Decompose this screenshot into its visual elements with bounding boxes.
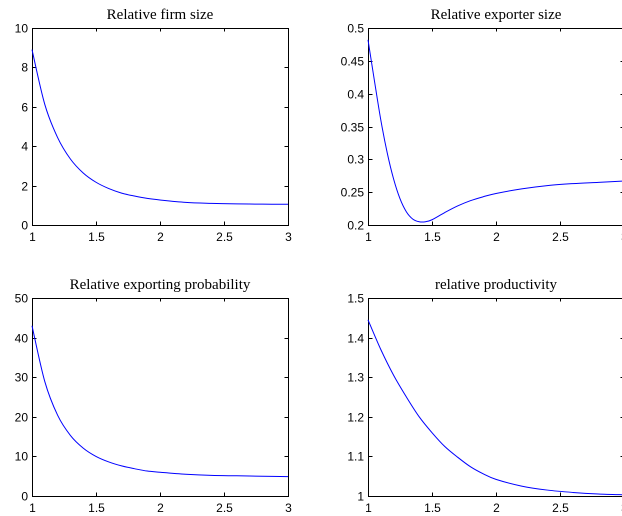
series-line-1 — [31, 325, 289, 478]
axes-frame — [32, 28, 289, 226]
x-tick-label: 1.5 — [88, 501, 105, 515]
x-tick-label: 2.5 — [552, 501, 569, 515]
y-tick-label: 1.4 — [347, 332, 364, 346]
x-tick-label: 1.5 — [424, 230, 441, 244]
series-line-1 — [367, 319, 622, 496]
axes-frame — [368, 28, 622, 226]
x-tick-label: 3 — [285, 501, 292, 515]
series-line-1 — [31, 49, 289, 205]
y-tick-label: 0.5 — [347, 22, 364, 36]
chart-title: Relative exporting probability — [70, 277, 251, 293]
x-tick-label: 2.5 — [552, 230, 569, 244]
x-tick-label: 2 — [157, 501, 164, 515]
y-tick-label: 10 — [15, 22, 29, 36]
y-tick-label: 50 — [15, 292, 29, 306]
x-tick-label: 2 — [493, 230, 500, 244]
x-tick-label: 1 — [365, 230, 372, 244]
y-tick-label: 0.2 — [347, 219, 364, 233]
x-tick-label: 1.5 — [88, 230, 105, 244]
y-tick-label: 40 — [15, 332, 29, 346]
chart-panel-1: 1 1.5 2 2.5 3 0 2 4 6 8 10 Relative firm size — [15, 7, 293, 244]
chart-title: relative productivity — [435, 277, 558, 293]
y-tick-label: 10 — [15, 450, 29, 464]
y-tick-label: 20 — [15, 411, 29, 425]
y-tick-label: 0.45 — [341, 55, 365, 69]
y-tick-label: 0 — [21, 219, 28, 233]
y-tick-label: 1.2 — [347, 411, 364, 425]
x-tick-label: 1 — [29, 501, 36, 515]
y-tick-label: 0 — [21, 490, 28, 504]
x-tick-label: 1 — [29, 230, 36, 244]
y-tick-label: 0.3 — [347, 153, 364, 167]
y-tick-label: 0.4 — [347, 88, 364, 102]
y-tick-label: 30 — [15, 371, 29, 385]
y-tick-label: 1 — [357, 490, 364, 504]
x-tick-label: 1.5 — [424, 501, 441, 515]
y-tick-label: 0.35 — [341, 121, 365, 135]
y-tick-label: 0.25 — [341, 186, 365, 200]
x-tick-label: 2 — [157, 230, 164, 244]
y-tick-label: 4 — [21, 140, 28, 154]
x-tick-label: 3 — [285, 230, 292, 244]
x-tick-label: 2 — [493, 501, 500, 515]
y-tick-label: 1.1 — [347, 450, 364, 464]
y-tick-label: 8 — [21, 61, 28, 75]
x-tick-label: 2.5 — [216, 230, 233, 244]
x-tick-label: 2.5 — [216, 501, 233, 515]
series-line-1 — [367, 39, 622, 223]
y-tick-label: 6 — [21, 101, 28, 115]
chart-title: Relative exporter size — [431, 7, 562, 23]
x-tick-label: 1 — [365, 501, 372, 515]
y-tick-label: 2 — [21, 180, 28, 194]
y-tick-label: 1.3 — [347, 371, 364, 385]
axes-frame — [32, 298, 289, 497]
chart-title: Relative firm size — [107, 7, 214, 23]
chart-panel-2: 11.522.530.20.250.30.350.40.450.5Relativ… — [341, 7, 622, 244]
y-tick-label: 1.5 — [347, 292, 364, 306]
